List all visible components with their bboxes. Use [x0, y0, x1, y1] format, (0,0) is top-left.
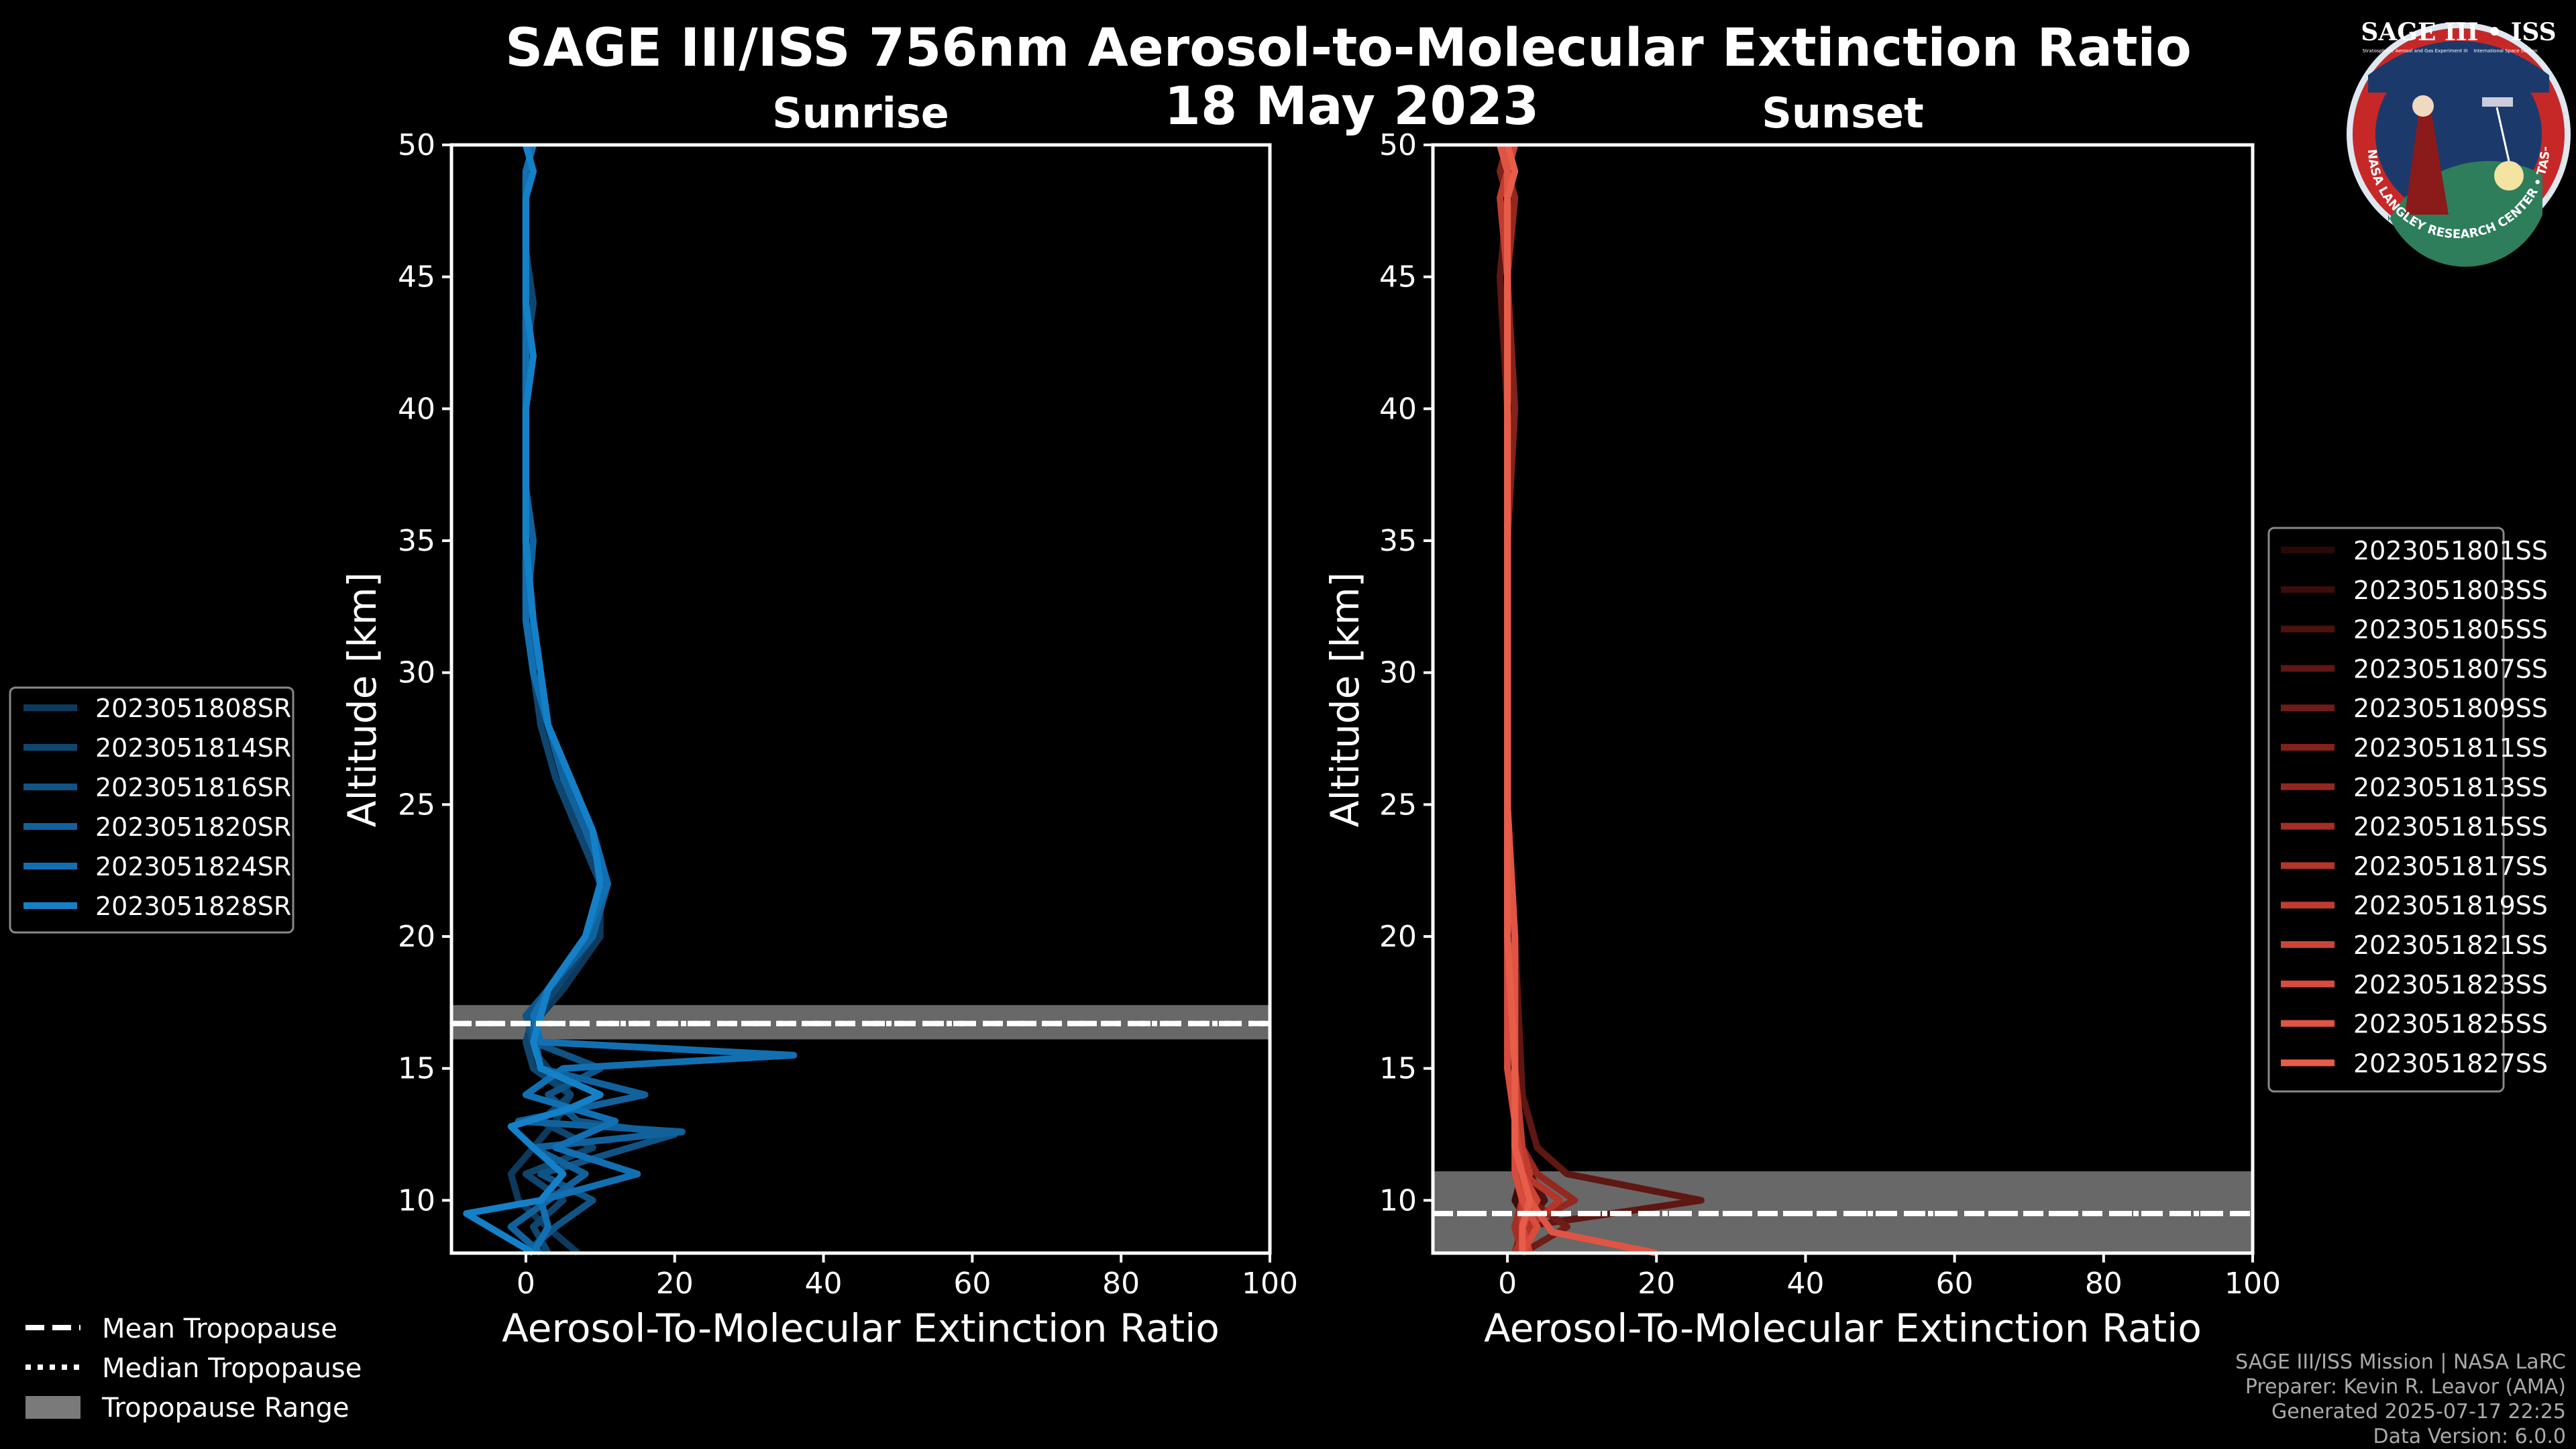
sunset-series-2023051807SS	[1497, 145, 1705, 1254]
sunset-series-2023051827SS	[1504, 144, 1534, 1253]
sunset-x-tick-label: 20	[1638, 1267, 1675, 1301]
sunrise-y-tick-label: 50	[398, 128, 435, 162]
sunrise-y-label: Altitude [km]	[339, 572, 385, 827]
sunrise-y-tick-label: 30	[398, 656, 435, 690]
sunset-legend-label: 2023051807SS	[2353, 654, 2548, 684]
sunset-legend-label: 2023051801SS	[2353, 536, 2548, 566]
sunset-plot-frame	[1431, 143, 2255, 1255]
sunset-title: Sunset	[1762, 89, 1924, 138]
sunrise-x-tick-label: 80	[1102, 1267, 1140, 1301]
tropopause-range-label: Tropopause Range	[101, 1393, 350, 1424]
sunset-x-tick-label: 0	[1498, 1267, 1517, 1301]
sunset-x-tick-label: 60	[1936, 1267, 1974, 1301]
sunrise-panel: Sunrise 0 20 40 60 80 100 10 15 20 25 30 35 40 45 50 A…	[339, 89, 1298, 1351]
sunrise-y-tick-label: 15	[398, 1052, 435, 1086]
sunrise-legend-label: 2023051828SR	[95, 892, 291, 921]
sunset-y-tick-label: 50	[1379, 128, 1417, 162]
footer-version: Data Version: 6.0.0	[2373, 1425, 2566, 1448]
median-tropopause-label: Median Tropopause	[102, 1353, 362, 1384]
sunset-y-tick-label: 40	[1379, 392, 1417, 426]
sunset-panel: Sunset 0 20 40 60 80 100 10 15 20 25 30 35 40 45 50 Ae…	[1322, 89, 2281, 1351]
sunset-ticks: 0 20 40 60 80 100 10 15 20 25 30 35 40 45 50	[1379, 128, 2281, 1301]
sunrise-y-tick-label: 20	[398, 920, 435, 954]
sunset-legend-box	[2267, 527, 2505, 1093]
sunrise-x-tick-label: 0	[517, 1267, 535, 1301]
sunrise-legend: 2023051808SR 2023051814SR 2023051816SR 2023…	[9, 686, 294, 934]
sunset-legend-label: 2023051823SS	[2353, 970, 2548, 1000]
figure-date: 18 May 2023	[1165, 76, 1540, 137]
sunset-legend-label: 2023051803SS	[2353, 576, 2548, 605]
sunrise-series-2023051828SR	[463, 144, 604, 1256]
sunrise-legend-box	[9, 686, 294, 934]
sunrise-series-group	[463, 144, 798, 1256]
sunset-y-tick-label: 15	[1379, 1052, 1417, 1086]
sunset-legend-label: 2023051825SS	[2353, 1010, 2548, 1039]
sunrise-y-tick-label: 25	[398, 788, 435, 822]
sunset-legend-label: 2023051819SS	[2353, 891, 2548, 920]
sunset-legend-label: 2023051821SS	[2353, 930, 2548, 960]
sunset-legend-label: 2023051813SS	[2353, 773, 2548, 802]
logo-title: SAGE III • ISS	[2361, 18, 2556, 46]
sunset-legend: 2023051801SS 2023051803SS 2023051805SS 2023…	[2267, 527, 2548, 1093]
sunrise-x-tick-label: 60	[953, 1267, 991, 1301]
logo-subtext-left: Stratospheric Aerosol and Gas Experiment…	[2362, 48, 2467, 54]
sunset-y-tick-label: 20	[1379, 920, 1417, 954]
sunset-legend-label: 2023051811SS	[2353, 733, 2548, 763]
sunrise-y-tick-label: 10	[398, 1183, 435, 1218]
figure-title: SAGE III/ISS 756nm Aerosol-to-Molecular …	[505, 18, 2192, 78]
sunset-legend-label: 2023051817SS	[2353, 851, 2548, 881]
footer: SAGE III/ISS Mission | NASA LaRC Prepare…	[2235, 1350, 2566, 1448]
sunrise-legend-label: 2023051824SR	[95, 852, 291, 881]
wizard-figure-icon	[2405, 114, 2449, 215]
sunrise-x-tick-label: 40	[805, 1267, 843, 1301]
footer-generated: Generated 2025-07-17 22:25	[2271, 1400, 2566, 1424]
sunrise-y-tick-label: 40	[398, 392, 435, 426]
sunrise-legend-label: 2023051814SR	[95, 733, 291, 763]
sunrise-legend-label: 2023051816SR	[95, 773, 291, 802]
logo-subtext-right: International Space Station	[2473, 48, 2537, 54]
sunrise-x-label: Aerosol-To-Molecular Extinction Ratio	[502, 1305, 1220, 1351]
logo-top-banner	[2368, 41, 2549, 93]
sunset-y-tick-label: 35	[1379, 524, 1417, 558]
sunset-legend-label: 2023051815SS	[2353, 812, 2548, 842]
sunrise-y-tick-label: 35	[398, 524, 435, 558]
footer-mission: SAGE III/ISS Mission | NASA LaRC	[2235, 1350, 2566, 1374]
sun-icon	[2494, 161, 2524, 191]
sunset-x-label: Aerosol-To-Molecular Extinction Ratio	[1484, 1305, 2202, 1351]
sunset-legend-label: 2023051809SS	[2353, 694, 2548, 723]
sunrise-y-tick-label: 45	[398, 260, 435, 294]
sunset-x-tick-label: 80	[2085, 1267, 2123, 1301]
mean-tropopause-label: Mean Tropopause	[102, 1313, 337, 1344]
sunrise-x-tick-label: 100	[1242, 1267, 1298, 1301]
sunset-y-label: Altitude [km]	[1322, 572, 1368, 827]
sunset-legend-label: 2023051805SS	[2353, 615, 2548, 645]
sunrise-title: Sunrise	[772, 89, 949, 138]
sunset-series-group	[1497, 144, 1705, 1256]
sunrise-legend-label: 2023051820SR	[95, 812, 291, 842]
sunrise-plot-frame	[449, 143, 1272, 1255]
sunrise-series-2023051824SR	[522, 144, 798, 1255]
sunrise-legend-label: 2023051808SR	[95, 694, 291, 723]
sunset-legend-label: 2023051827SS	[2353, 1049, 2548, 1078]
sunset-x-tick-label: 40	[1786, 1267, 1824, 1301]
sunrise-ticks: 0 20 40 60 80 100 10 15 20 25 30 35 40 45 50	[398, 128, 1298, 1301]
space-station-icon	[2482, 97, 2513, 107]
sunrise-x-tick-label: 20	[656, 1267, 694, 1301]
tropopause-range-swatch	[25, 1396, 80, 1419]
sunset-y-tick-label: 30	[1379, 656, 1417, 690]
sunset-x-tick-label: 100	[2224, 1267, 2281, 1301]
wizard-head-icon	[2412, 95, 2434, 117]
sunset-y-tick-label: 45	[1379, 260, 1417, 294]
sunset-y-tick-label: 10	[1379, 1183, 1417, 1218]
footer-preparer: Preparer: Kevin R. Leavor (AMA)	[2245, 1375, 2566, 1399]
light-beam-icon	[2496, 107, 2510, 162]
sunset-y-tick-label: 25	[1379, 788, 1417, 822]
tropopause-legend: Mean Tropopause Median Tropopause Tropop…	[25, 1313, 362, 1424]
